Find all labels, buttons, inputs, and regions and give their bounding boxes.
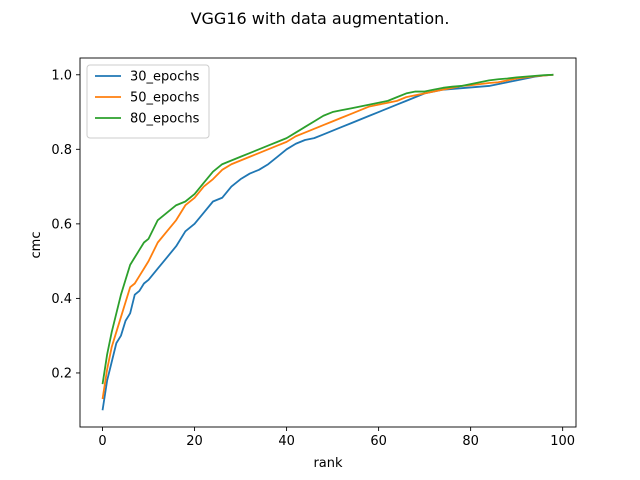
legend-box — [86, 64, 210, 139]
x-tick-label: 60 — [370, 434, 387, 449]
x-tick-label: 80 — [462, 434, 479, 449]
chart-title: VGG16 with data augmentation. — [191, 9, 450, 28]
x-tick-label: 20 — [186, 434, 203, 449]
y-tick-label: 0.2 — [51, 366, 72, 381]
x-axis-label: rank — [313, 456, 343, 471]
series-line-80_epochs — [101, 73, 554, 385]
plot-frame — [79, 57, 577, 428]
y-axis-label: cmc — [29, 232, 44, 259]
legend-entry-80_epochs: 80_epochs — [130, 112, 200, 127]
series-layer — [101, 73, 554, 411]
series-line-30_epochs — [101, 73, 554, 411]
legend: 30_epochs 50_epochs 80_epochs — [86, 64, 210, 139]
plot-area — [79, 57, 577, 428]
series-line-50_epochs — [101, 73, 554, 400]
legend-entry-50_epochs: 50_epochs — [130, 91, 200, 106]
x-tick-label: 40 — [278, 434, 295, 449]
x-tick-label: 100 — [550, 434, 575, 449]
y-tick-label: 0.8 — [51, 143, 72, 158]
y-tick-label: 0.6 — [51, 217, 72, 232]
y-tick-label: 1.0 — [51, 68, 72, 83]
legend-entry-30_epochs: 30_epochs — [130, 70, 200, 85]
y-axis-ticks: 0.2 0.4 0.6 0.8 1.0 — [51, 68, 80, 381]
x-tick-label: 0 — [98, 434, 106, 449]
x-axis-ticks: 0 20 40 60 80 100 — [98, 427, 575, 449]
y-tick-label: 0.4 — [51, 292, 72, 307]
